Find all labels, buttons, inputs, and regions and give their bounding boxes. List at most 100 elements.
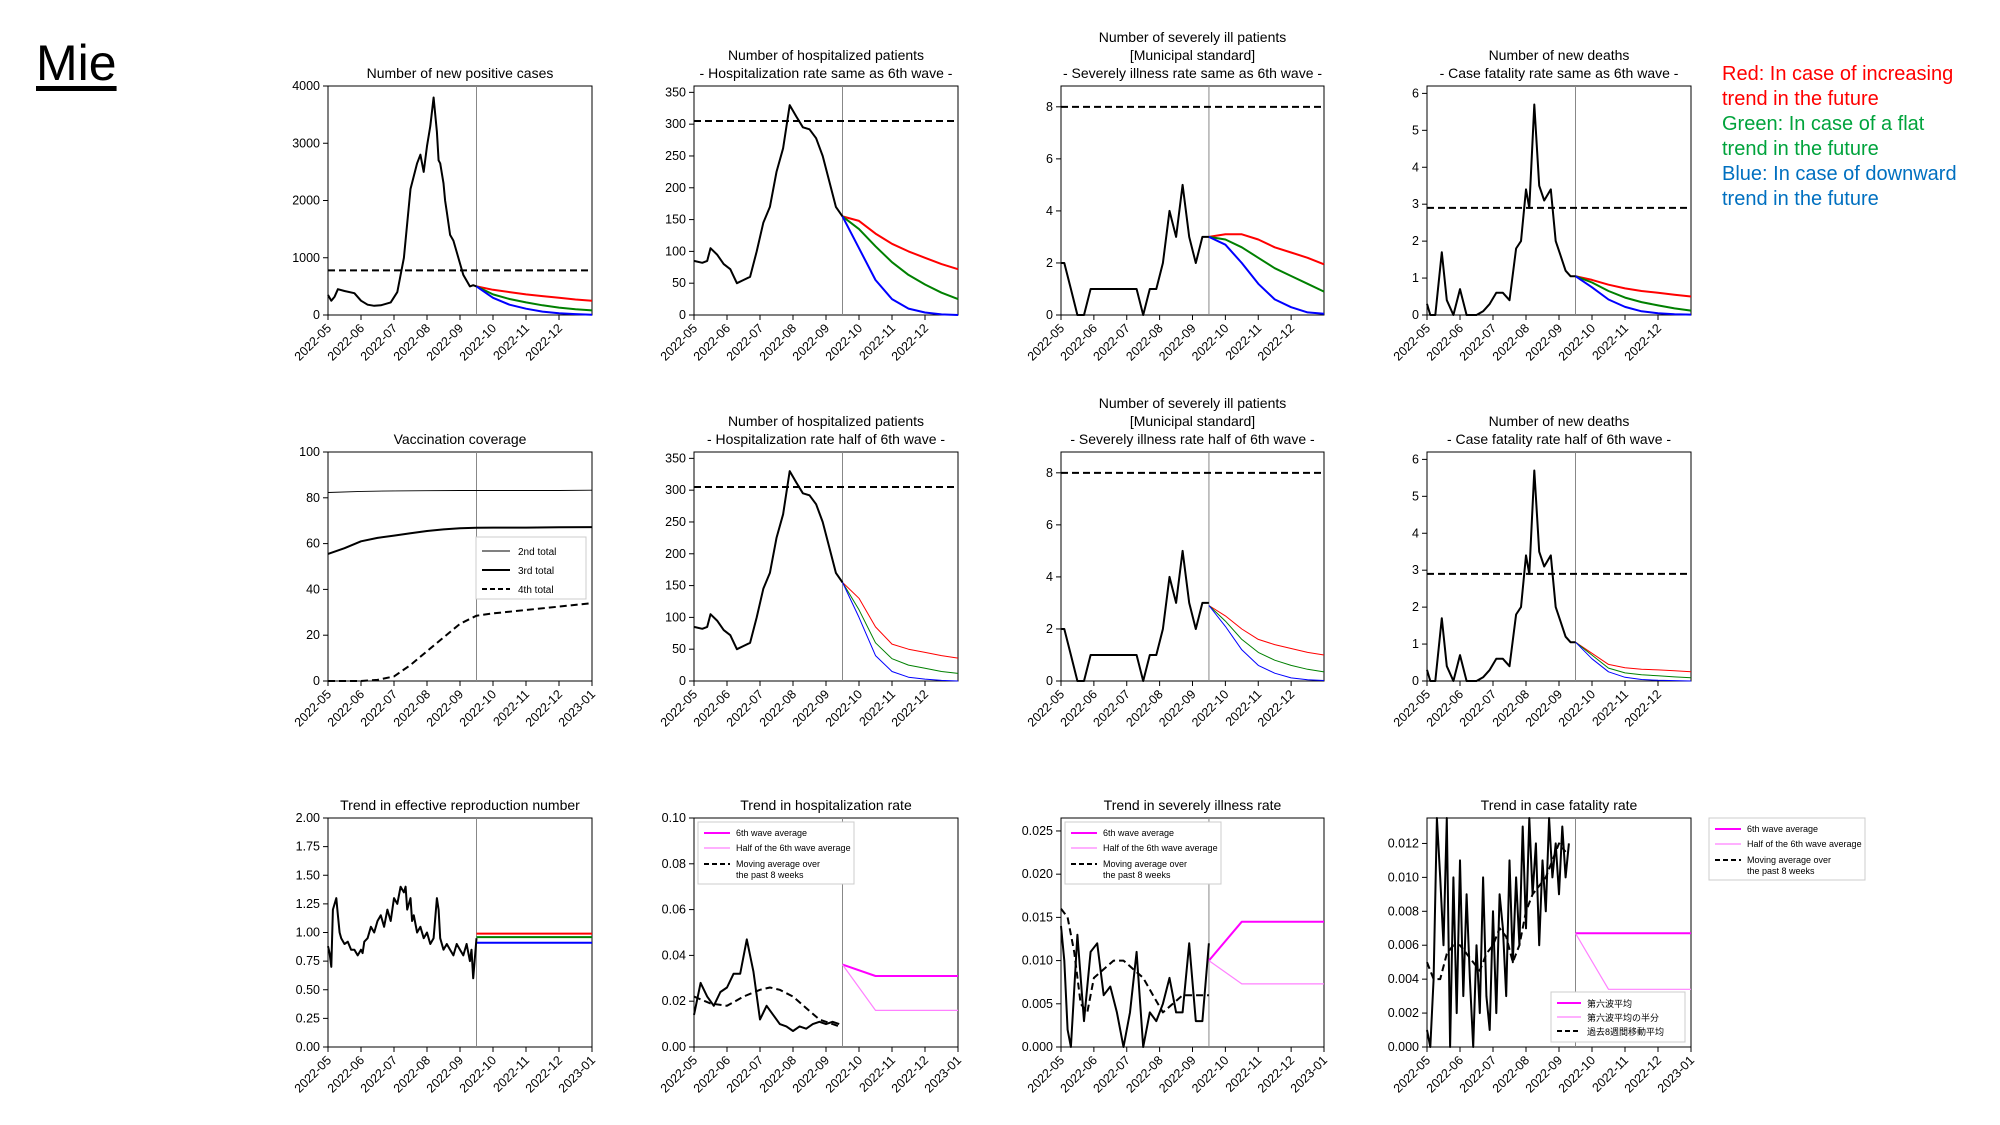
y-tick-label: 80 — [306, 491, 320, 505]
y-tick-label: 1.25 — [296, 897, 320, 911]
forecast-flat — [476, 285, 593, 312]
forecast-decrease — [1208, 605, 1325, 681]
y-tick-label: 0 — [1046, 674, 1053, 688]
y-tick-label: 0 — [1046, 308, 1053, 322]
y-tick-label: 100 — [665, 244, 686, 258]
chart-title: Number of severely ill patients — [1099, 29, 1287, 45]
y-tick-label: 150 — [665, 213, 686, 227]
y-tick-label: 1 — [1412, 271, 1419, 285]
legend-label: Moving average over — [1747, 855, 1831, 865]
chart-fatality_rate: Trend in case fatality rate 0.000 0.002 0.0… — [1388, 797, 1866, 1096]
actual-series — [1426, 103, 1576, 316]
chart-title: Vaccination coverage — [394, 431, 527, 447]
y-tick-label: 0 — [679, 674, 686, 688]
y-tick-label: 0 — [313, 674, 320, 688]
chart-title: - Case fatality rate same as 6th wave - — [1440, 65, 1679, 81]
y-tick-label: 0.50 — [296, 983, 320, 997]
y-tick-label: 0.010 — [1388, 870, 1419, 884]
half-sixth-wave-average — [1208, 960, 1324, 985]
y-tick-label: 0.02 — [662, 994, 686, 1008]
legend-label: 過去8週間移動平均 — [1587, 1026, 1664, 1037]
y-tick-label: 60 — [306, 537, 320, 551]
y-tick-label: 100 — [665, 610, 686, 624]
y-tick-label: 0.00 — [296, 1040, 320, 1054]
plot-frame — [327, 85, 593, 316]
y-tick-label: 1.75 — [296, 840, 320, 854]
y-tick-label: 0.020 — [1022, 867, 1053, 881]
y-tick-label: 250 — [665, 515, 686, 529]
legend-label: 6th wave average — [1103, 828, 1174, 838]
chart-title: Trend in effective reproduction number — [340, 797, 580, 813]
chart-rt: Trend in effective reproduction number 0.… — [292, 797, 598, 1096]
chart-title: - Severely illness rate same as 6th wave… — [1063, 65, 1322, 81]
y-tick-label: 4 — [1412, 526, 1419, 540]
actual-series — [693, 938, 840, 1032]
y-tick-label: 0.015 — [1022, 910, 1053, 924]
y-tick-label: 4 — [1412, 160, 1419, 174]
x-tick-label: 2022-10 — [823, 687, 865, 729]
page-title: Mie — [36, 35, 117, 91]
chart-title: Number of new deaths — [1489, 413, 1630, 429]
y-tick-label: 8 — [1046, 466, 1053, 480]
plot-frame — [1060, 85, 1325, 316]
x-tick-label: 2022-10 — [457, 321, 499, 363]
forecast-decrease — [842, 582, 959, 682]
x-tick-label: 2022-12 — [1622, 321, 1664, 363]
actual-series — [1061, 549, 1209, 682]
y-tick-label: 5 — [1412, 489, 1419, 503]
y-tick-label: 0.008 — [1388, 904, 1419, 918]
y-tick-label: 6 — [1412, 86, 1419, 100]
legend-label: the past 8 weeks — [1103, 870, 1171, 880]
y-tick-label: 0.006 — [1388, 938, 1419, 952]
x-tick-label: 2022-10 — [1189, 1053, 1231, 1095]
actual-series — [693, 470, 844, 651]
chart-severe_same: Number of severely ill patients [Municipa… — [1025, 29, 1325, 364]
note-line: Green: In case of a flat — [1722, 113, 1925, 135]
y-tick-label: 0.005 — [1022, 997, 1053, 1011]
y-tick-label: 0.002 — [1388, 1006, 1419, 1020]
legend-label: 第六波平均 — [1587, 998, 1632, 1009]
y-tick-label: 0.010 — [1022, 954, 1053, 968]
legend-label: Moving average over — [736, 859, 820, 869]
moving-average-series — [693, 986, 840, 1028]
chart-hosp_rate: Trend in hospitalization rate 0.00 0.02 0.0… — [658, 797, 964, 1096]
chart-title: Trend in severely illness rate — [1104, 797, 1282, 813]
forecast-decrease — [841, 215, 959, 316]
actual-series — [1426, 469, 1576, 682]
forecast-flat — [1575, 641, 1692, 679]
moving-average-series — [1426, 842, 1567, 981]
note-line: trend in the future — [1722, 188, 1879, 210]
legend-label: Moving average over — [1103, 859, 1187, 869]
x-tick-label: 2022-12 — [523, 321, 565, 363]
chart-hosp_half: Number of hospitalized patients - Hospita… — [658, 413, 959, 730]
x-tick-label: 2022-10 — [1556, 687, 1598, 729]
y-tick-label: 0.025 — [1022, 824, 1053, 838]
actual-series — [693, 104, 844, 285]
chart-hosp_same: Number of hospitalized patients - Hospita… — [658, 47, 959, 364]
y-tick-label: 0 — [313, 308, 320, 322]
y-tick-label: 1.50 — [296, 868, 320, 882]
chart-title: - Hospitalization rate same as 6th wave … — [700, 65, 953, 81]
x-tick-label: 2022-10 — [1556, 1053, 1598, 1095]
forecast-flat — [1208, 235, 1325, 293]
half-sixth-wave-average — [1574, 932, 1691, 990]
x-tick-label: 2022-10 — [457, 1053, 499, 1095]
y-tick-label: 2 — [1046, 256, 1053, 270]
forecast-decrease — [1208, 235, 1325, 315]
y-tick-label: 0.000 — [1022, 1040, 1053, 1054]
y-tick-label: 1 — [1412, 637, 1419, 651]
actual-series — [327, 96, 477, 307]
y-tick-label: 0.08 — [662, 857, 686, 871]
y-tick-label: 2 — [1412, 234, 1419, 248]
y-tick-label: 3 — [1412, 563, 1419, 577]
forecast-decrease — [475, 285, 593, 316]
note-line: trend in the future — [1722, 88, 1879, 110]
x-tick-label: 2022-10 — [823, 1053, 865, 1095]
chart-severe_rate: Trend in severely illness rate 0.000 0.005… — [1022, 797, 1330, 1096]
series-2nd-total — [327, 489, 593, 493]
chart-title: Number of severely ill patients — [1099, 395, 1287, 411]
y-tick-label: 2 — [1046, 622, 1053, 636]
moving-average-series — [1060, 908, 1209, 1014]
forecast-increase — [842, 582, 959, 659]
legend-label: the past 8 weeks — [736, 870, 804, 880]
